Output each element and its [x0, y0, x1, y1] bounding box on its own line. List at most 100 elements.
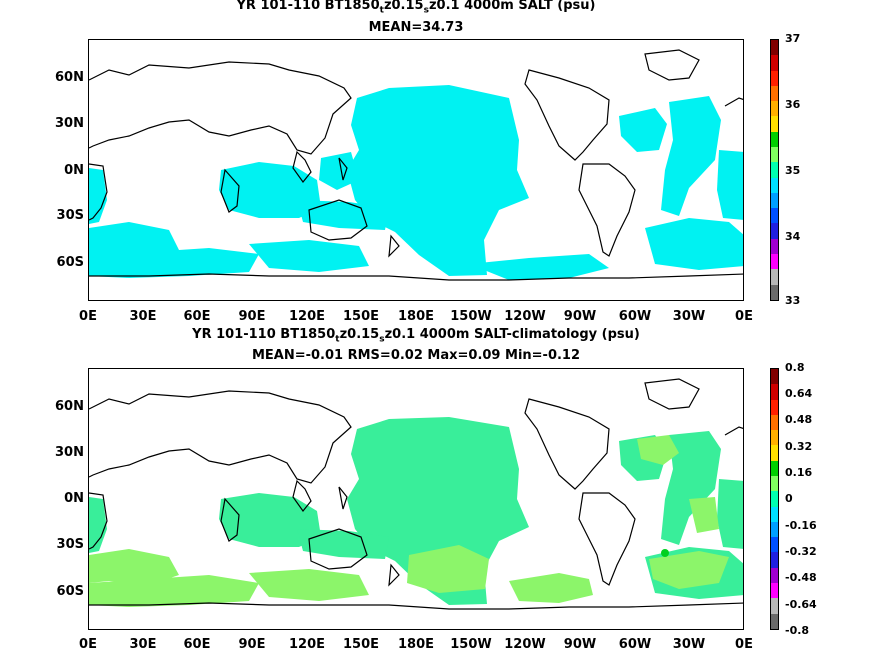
lon-label-30w: 30W [672, 309, 706, 324]
anomaly-pos-south-3 [249, 569, 369, 601]
lat2-label-30s: 30S [56, 537, 84, 552]
anomaly-peak-marker [661, 549, 669, 557]
salt-region-south-band-3 [469, 254, 609, 280]
colorbar-segment [771, 430, 778, 446]
colorbar-segment [771, 384, 778, 400]
colorbar-segment [771, 223, 778, 239]
panel2-subtitle: MEAN=-0.01 RMS=0.02 Max=0.09 Min=-0.12 [251, 348, 581, 363]
lat-label-0n: 0N [64, 163, 84, 178]
colorbar-segment [771, 613, 778, 629]
cbar2-label-0-16: 0.16 [785, 466, 813, 479]
colorbar-segment [771, 460, 778, 476]
cbar2-label-neg-0-16: -0.16 [785, 519, 817, 532]
colorbar-segment [771, 116, 778, 132]
colorbar-segment [771, 269, 778, 285]
anomaly-pos-south-2 [89, 575, 259, 607]
lon-label-120w: 120W [504, 309, 546, 324]
anomaly-pos-atlantic-north [637, 435, 679, 465]
coastlines-bottom [89, 378, 743, 610]
colorbar-segment [771, 131, 778, 147]
cbar1-label-33: 33 [785, 294, 801, 307]
lon-label-0e-end: 0E [735, 309, 753, 324]
cbar1-label-34: 34 [785, 230, 801, 243]
salt-region-atlantic-west [89, 168, 107, 224]
lon2-label-30w: 30W [672, 637, 706, 652]
salt-region-atlantic-1 [619, 108, 667, 152]
anomaly-region-indian [219, 493, 321, 547]
cbar2-label-0: 0 [785, 492, 793, 505]
cbar2-label-0-32: 0.32 [785, 440, 813, 453]
anomaly-region-atlantic-2 [661, 431, 721, 545]
colorbar-segment [771, 598, 778, 614]
salt-region-atlantic-3 [717, 150, 743, 220]
lat-label-60s: 60S [56, 255, 84, 270]
coastlines-top [89, 49, 743, 281]
colorbar-segment [771, 253, 778, 270]
cbar1-label-36: 36 [785, 98, 801, 111]
lat2-label-0n: 0N [64, 491, 84, 506]
colorbar-segment [771, 177, 778, 193]
lon2-label-0e: 0E [79, 637, 97, 652]
lon2-label-90w: 90W [563, 637, 597, 652]
lon-label-60w: 60W [618, 309, 652, 324]
lat2-label-60s: 60S [56, 584, 84, 599]
salt-region-atlantic-2 [661, 96, 721, 216]
salt-region-pacific [347, 85, 529, 276]
lon-label-60e: 60E [183, 309, 211, 324]
cbar2-label-neg-0-32: -0.32 [785, 545, 817, 558]
salt-region-indian [219, 162, 321, 218]
lon2-label-120w: 120W [504, 637, 546, 652]
lon2-label-150e: 150E [342, 637, 380, 652]
colorbar-anomaly [770, 368, 779, 630]
colorbar-segment [771, 491, 778, 507]
anomaly-region-atlantic-west [89, 497, 107, 553]
colorbar-segment [771, 399, 778, 415]
cbar2-label-neg-0-8: -0.8 [785, 624, 810, 637]
colorbar-segment [771, 208, 778, 224]
lon-label-90e: 90E [238, 309, 266, 324]
lon-label-30e: 30E [129, 309, 157, 324]
colorbar-segment [771, 85, 778, 102]
lon-label-150e: 150E [342, 309, 380, 324]
cbar1-label-37: 37 [785, 32, 801, 45]
lon-label-0e: 0E [79, 309, 97, 324]
colorbar-segment [771, 55, 778, 71]
lat2-label-30n: 30N [55, 445, 84, 460]
colorbar-segment [771, 506, 778, 522]
lon-label-120e: 120E [288, 309, 326, 324]
colorbar-segment [771, 582, 778, 599]
lon2-label-120e: 120E [288, 637, 326, 652]
cbar1-label-35: 35 [785, 164, 801, 177]
cbar2-label-0-48: 0.48 [785, 413, 813, 426]
salt-region-south-band-2 [249, 240, 369, 272]
colorbar-segment [771, 537, 778, 553]
panel1-title: YR 101-110 BT1850tz0.15sz0.1 4000m SALT … [236, 0, 596, 16]
lon2-label-60w: 60W [618, 637, 652, 652]
lat-label-60n: 60N [55, 70, 84, 85]
colorbar-segment [771, 552, 778, 568]
salt-field-plot [89, 49, 743, 281]
colorbar-segment [771, 369, 778, 385]
colorbar-segment [771, 162, 778, 178]
colorbar-segment [771, 567, 778, 583]
lon2-label-30e: 30E [129, 637, 157, 652]
lon2-label-90e: 90E [238, 637, 266, 652]
lon2-label-180e: 180E [397, 637, 435, 652]
anomaly-pos-south-4 [407, 545, 489, 593]
colorbar-segment [771, 521, 778, 538]
colorbar-segment [771, 192, 778, 209]
colorbar-segment [771, 40, 778, 56]
lon-label-180e: 180E [397, 309, 435, 324]
lon2-label-150w: 150W [450, 637, 492, 652]
anomaly-region-atlantic-3 [717, 479, 743, 549]
anomaly-field-plot [89, 378, 743, 610]
salt-map [88, 39, 744, 301]
salt-region-south-atlantic-east [645, 218, 743, 270]
anomaly-map [88, 368, 744, 630]
lon2-label-60e: 60E [183, 637, 211, 652]
lat-label-30s: 30S [56, 208, 84, 223]
colorbar-segment [771, 238, 778, 254]
colorbar-segment [771, 70, 778, 86]
panel2-title: YR 101-110 BT1850tz0.15sz0.1 4000m SALT-… [192, 327, 640, 345]
anomaly-pos-atlantic-east [689, 497, 719, 533]
